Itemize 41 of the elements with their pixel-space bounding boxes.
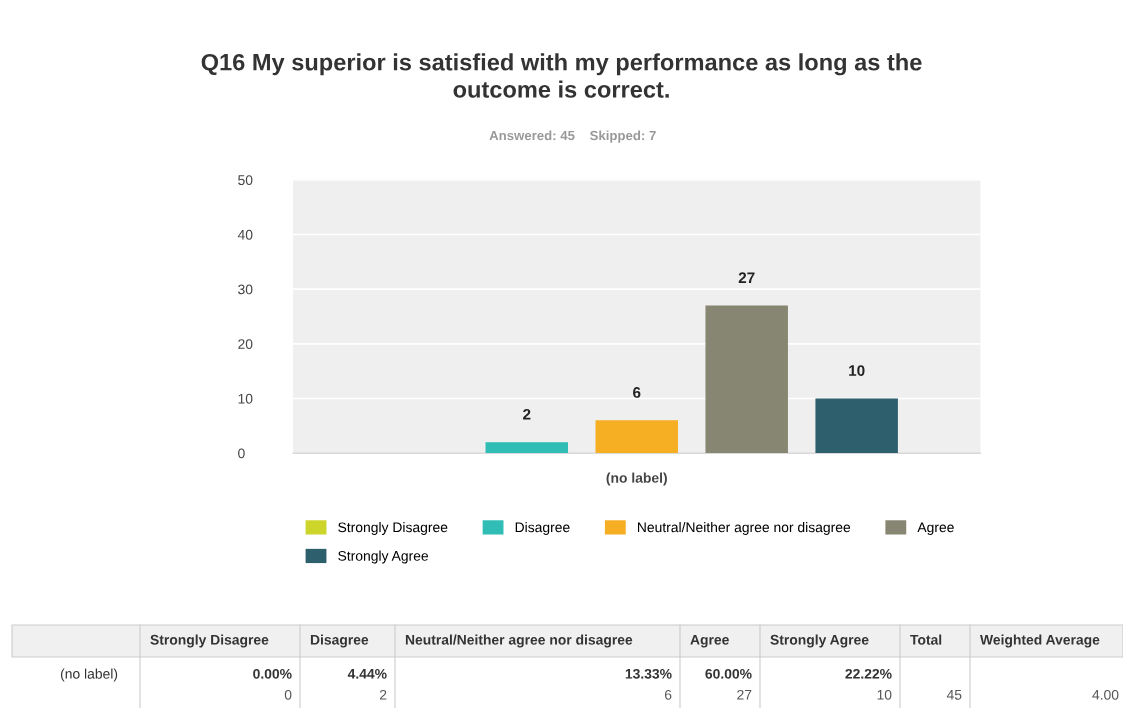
text: Strongly Agree xyxy=(770,634,869,648)
text: Neutral/Neither agree nor disagree xyxy=(405,634,633,648)
y-tick-label: 20 xyxy=(238,339,253,349)
text: Agree xyxy=(690,634,729,648)
bar xyxy=(815,398,898,454)
y-tick-label: 10 xyxy=(238,393,253,404)
text: 22.22% xyxy=(845,668,892,679)
text: 0.00% xyxy=(253,668,292,679)
data-label: 10 xyxy=(849,365,865,376)
y-tick-label: 0 xyxy=(238,448,245,459)
text: 4.00 xyxy=(1092,689,1119,700)
text: 2 xyxy=(379,689,387,700)
text: 10 xyxy=(877,689,892,700)
legend-label: Strongly Agree xyxy=(338,550,429,564)
text: (no label) xyxy=(60,668,118,682)
legend-label: Disagree xyxy=(515,522,570,535)
text: Weighted Average xyxy=(980,634,1100,648)
y-tick-label: 30 xyxy=(238,284,253,295)
text: Disagree xyxy=(310,634,369,648)
text: 4.44% xyxy=(347,668,387,679)
data-label: 2 xyxy=(523,408,531,420)
chart-subtitle: Answered: 45 Skipped: 7 xyxy=(489,130,656,143)
y-tick-label: 40 xyxy=(237,229,253,240)
text: Total xyxy=(910,634,942,645)
data-label: 6 xyxy=(633,387,641,398)
text: 13.33% xyxy=(625,668,672,679)
legend-label: Neutral/Neither agree nor disagree xyxy=(637,522,851,535)
text: 0 xyxy=(284,689,292,700)
chart-title: Q16 My superior is satisfied with my performance as long as the outcome is correct. xyxy=(201,53,922,98)
text: 6 xyxy=(664,689,672,700)
text: 45 xyxy=(946,690,962,700)
data-label: 27 xyxy=(738,272,755,283)
text: 60.00% xyxy=(705,668,752,679)
text: Strongly Disagree xyxy=(150,634,269,648)
text: 27 xyxy=(737,689,752,700)
bar xyxy=(705,305,788,454)
bar xyxy=(595,420,678,454)
legend-label: Strongly Disagree xyxy=(338,522,448,535)
bar xyxy=(485,442,569,454)
y-tick-label: 50 xyxy=(238,175,253,185)
legend-label: Agree xyxy=(917,522,954,535)
